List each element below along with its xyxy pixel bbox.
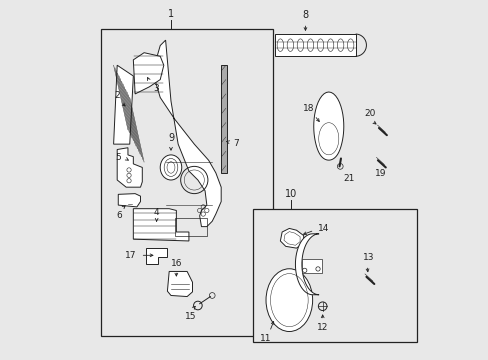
Polygon shape [117,148,142,187]
Bar [301,259,321,273]
Bar [101,30,273,336]
Text: 13: 13 [362,253,373,262]
Ellipse shape [160,155,182,180]
Text: 11: 11 [260,334,271,343]
Polygon shape [133,53,163,94]
Polygon shape [313,92,343,160]
Text: 5: 5 [115,153,121,162]
Text: 17: 17 [125,251,137,260]
Text: 12: 12 [316,323,328,332]
Bar [253,210,416,342]
Text: 18: 18 [303,104,314,113]
Text: 19: 19 [374,169,386,178]
Bar [174,218,206,235]
Text: 6: 6 [117,211,122,220]
Text: 10: 10 [285,189,297,199]
Text: 7: 7 [233,139,238,148]
Text: 14: 14 [317,224,329,233]
Text: 8: 8 [302,10,308,21]
Text: 9: 9 [167,134,174,143]
Polygon shape [155,40,221,226]
Polygon shape [133,209,188,241]
Bar [221,65,226,173]
Text: 1: 1 [167,9,174,19]
Text: 15: 15 [184,312,196,321]
Text: 3: 3 [153,84,159,93]
Polygon shape [295,234,319,295]
Text: 2: 2 [114,91,120,100]
Text: 4: 4 [154,208,159,217]
Text: 16: 16 [170,259,182,268]
Ellipse shape [265,269,312,332]
Polygon shape [145,248,167,264]
Polygon shape [113,65,133,144]
Text: 21: 21 [343,174,354,183]
Text: 20: 20 [364,109,375,118]
Bar [274,34,355,56]
Polygon shape [280,228,303,248]
Polygon shape [167,271,192,297]
Polygon shape [118,194,140,207]
